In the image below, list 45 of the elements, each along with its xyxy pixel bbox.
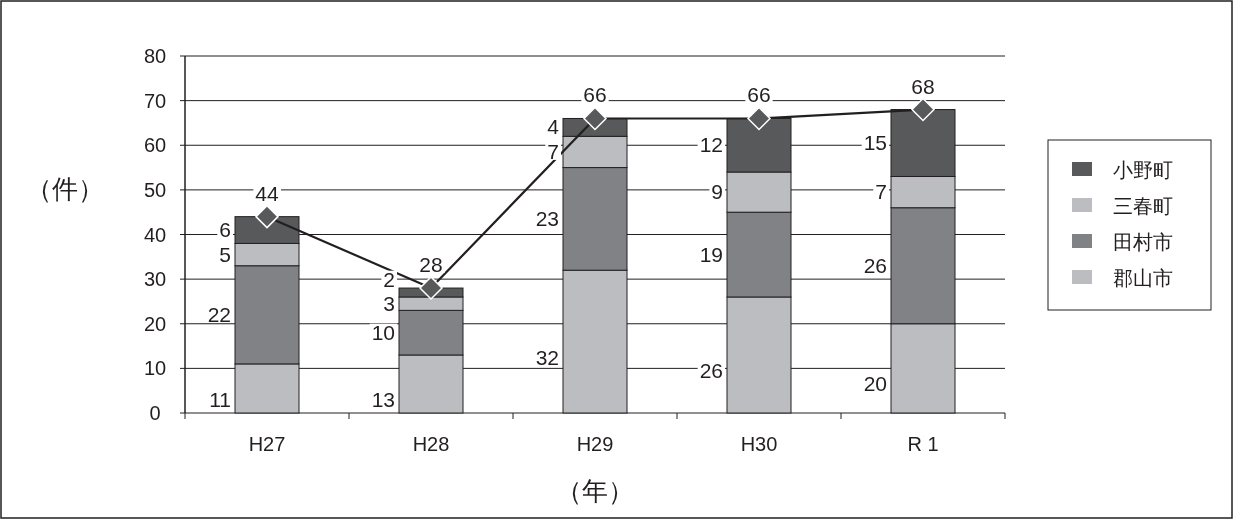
y-tick-label: 80 [143, 45, 167, 67]
y-tick-label: 60 [143, 134, 167, 157]
legend-label: 郡山市 [1113, 267, 1173, 289]
data-label: 5 [219, 242, 231, 266]
data-label: 7 [875, 180, 887, 204]
y-tick-label: 10 [143, 357, 167, 380]
y-tick-label: 0 [149, 402, 161, 424]
legend-label: 三春町 [1113, 195, 1173, 217]
x-tick-label: H28 [412, 433, 450, 455]
y-tick-label: 50 [143, 178, 167, 201]
y-tick-label: 30 [143, 268, 167, 291]
data-label: 15 [863, 131, 887, 155]
data-label: 26 [699, 358, 723, 382]
x-axis-title: （年） [556, 476, 634, 506]
data-label: 7 [547, 139, 559, 163]
data-label: 26 [863, 253, 887, 277]
data-label: 11 [209, 388, 231, 412]
y-tick-label: 70 [143, 89, 167, 112]
data-label: 10 [371, 320, 395, 344]
data-label: 23 [535, 206, 559, 230]
x-tick-label: H27 [248, 433, 286, 455]
x-tick-label: R 1 [907, 433, 939, 455]
x-tick-label: H30 [740, 433, 778, 455]
data-label: 68 [911, 74, 935, 98]
data-label: 19 [699, 242, 723, 266]
data-label: 22 [207, 302, 231, 326]
legend-label: 田村市 [1113, 231, 1173, 253]
data-label: 13 [371, 387, 395, 411]
y-tick-label: 40 [143, 223, 167, 246]
data-label: 28 [419, 253, 443, 277]
data-label: 4 [547, 115, 560, 139]
legend-label: 小野町 [1113, 159, 1173, 181]
data-label: 3 [383, 291, 395, 315]
data-label: 44 [255, 181, 279, 205]
data-label: 32 [535, 345, 559, 369]
data-label: 66 [583, 83, 607, 107]
data-label: 12 [699, 133, 723, 157]
data-label: 2 [383, 267, 395, 291]
data-label: 9 [711, 180, 723, 204]
data-label: 6 [219, 218, 231, 242]
y-tick-label: 20 [143, 312, 167, 335]
data-label: 20 [863, 372, 887, 396]
data-label: 66 [747, 83, 771, 107]
y-axis-title: （件） [26, 174, 104, 204]
x-tick-label: H29 [576, 433, 614, 455]
